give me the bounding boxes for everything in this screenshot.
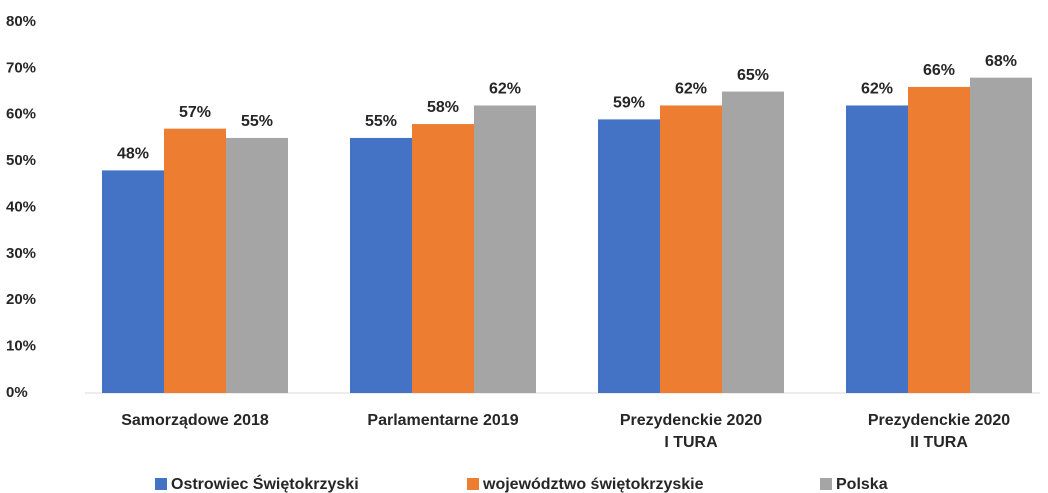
legend-label: Polska	[836, 476, 888, 493]
data-label: 58%	[427, 99, 459, 116]
x-tick-label: Prezydenckie 2020 II TURA	[868, 412, 1010, 451]
legend-swatch	[820, 478, 832, 490]
bar	[970, 77, 1032, 394]
data-label: 62%	[489, 81, 521, 98]
bar	[474, 105, 536, 393]
y-tick-label: 30%	[6, 245, 36, 262]
data-label: 62%	[861, 81, 893, 98]
x-tick-label: Prezydenckie 2020 I TURA	[620, 412, 762, 451]
data-label: 65%	[737, 67, 769, 84]
x-tick-label: Parlamentarne 2019	[367, 412, 518, 429]
data-label: 62%	[675, 81, 707, 98]
bar	[908, 86, 970, 394]
legend-swatch	[467, 478, 479, 490]
data-label: 57%	[179, 104, 211, 121]
y-tick-label: 60%	[6, 106, 36, 123]
data-label: 55%	[241, 113, 273, 130]
bar	[412, 124, 474, 394]
y-tick-label: 10%	[6, 338, 36, 355]
bar	[598, 119, 660, 393]
data-label: 66%	[923, 62, 955, 79]
data-label: 59%	[613, 95, 645, 112]
bar	[102, 170, 164, 393]
legend-label: województwo świętokrzyskie	[482, 476, 704, 493]
y-tick-label: 20%	[6, 291, 36, 308]
bar	[164, 128, 226, 393]
y-tick-label: 80%	[6, 13, 36, 30]
data-label: 48%	[117, 146, 149, 163]
bar	[660, 105, 722, 393]
bar	[846, 105, 908, 393]
legend-label: Ostrowiec Świętokrzyski	[171, 474, 359, 493]
x-tick-label: Samorządowe 2018	[121, 412, 269, 429]
y-tick-label: 70%	[6, 59, 36, 76]
data-label: 55%	[365, 113, 397, 130]
bar	[722, 91, 784, 393]
y-tick-label: 0%	[6, 384, 28, 401]
bar	[226, 137, 288, 393]
y-tick-label: 40%	[6, 198, 36, 215]
y-tick-label: 50%	[6, 152, 36, 169]
bar	[350, 137, 412, 393]
data-label: 68%	[985, 53, 1017, 70]
legend-swatch	[155, 478, 167, 490]
